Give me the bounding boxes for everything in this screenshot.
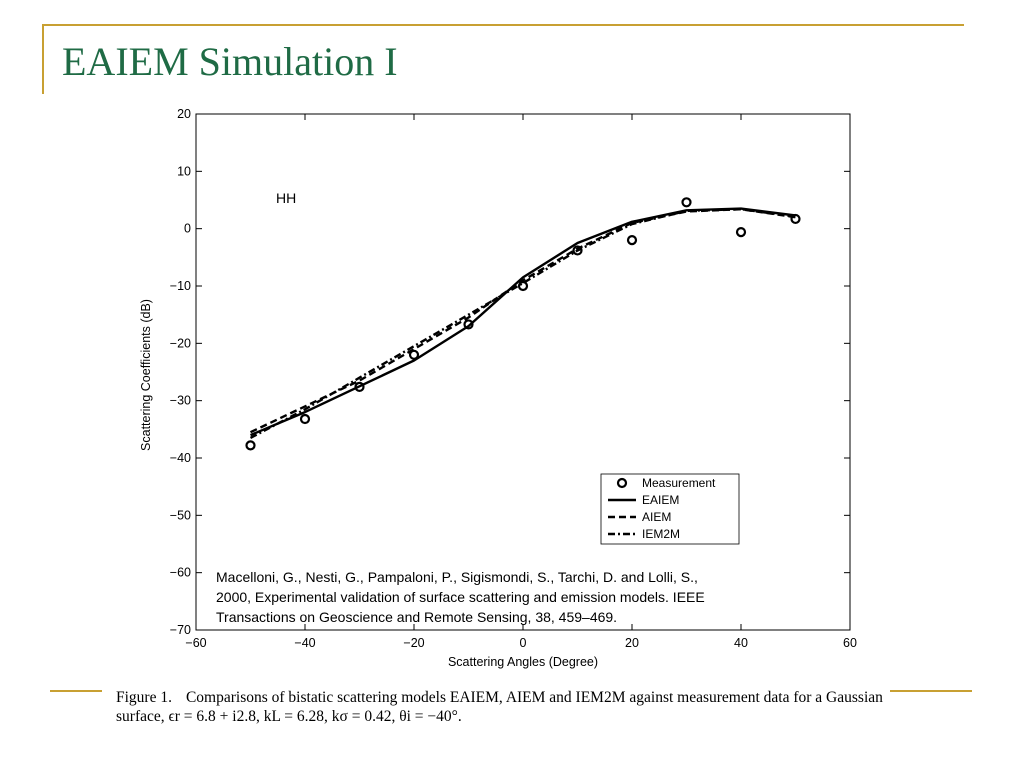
- slide-title: EAIEM Simulation I: [62, 39, 398, 84]
- frame-top-rule: [44, 24, 964, 26]
- x-tick-label: −40: [294, 636, 315, 650]
- data-point-measurement: [735, 227, 747, 238]
- data-point-measurement: [517, 280, 529, 292]
- y-tick-label: −10: [170, 279, 191, 293]
- y-tick-label: −70: [170, 623, 191, 637]
- data-point-measurement: [299, 413, 311, 425]
- data-point-measurement: [626, 235, 638, 246]
- hh-annotation: HH: [276, 190, 296, 206]
- x-axis-label: Scattering Angles (Degree): [448, 655, 598, 669]
- citation-line-1: Macelloni, G., Nesti, G., Pampaloni, P.,…: [216, 569, 698, 585]
- plot-area: [195, 113, 851, 631]
- x-tick-label: 0: [520, 636, 527, 650]
- figure-label: Figure 1.: [116, 689, 172, 706]
- data-point-measurement: [572, 245, 583, 256]
- legend-marker-measurement: [616, 477, 628, 489]
- y-axis-label: Scattering Coefficients (dB): [139, 299, 153, 451]
- y-tick-label: −60: [170, 566, 191, 580]
- y-tick-label: −20: [170, 336, 191, 350]
- data-point-measurement: [463, 319, 474, 330]
- figure-caption-text: Comparisons of bistatic scattering model…: [116, 689, 883, 725]
- data-point-measurement: [245, 440, 256, 451]
- x-tick-label: −60: [185, 636, 206, 650]
- legend-label-measurement: Measurement: [642, 476, 716, 490]
- frame-left-rule: [42, 24, 44, 94]
- y-tick-label: −40: [170, 451, 191, 465]
- caption-rule-left: [50, 690, 102, 692]
- legend: Measurement EAIEM AIEM IEM2M: [600, 473, 740, 545]
- series-layer: [245, 197, 801, 451]
- data-point-measurement: [681, 197, 692, 208]
- x-tick-label: −20: [403, 636, 424, 650]
- x-tick-label: 60: [843, 636, 857, 650]
- data-point-measurement: [408, 349, 420, 360]
- figure-caption: Figure 1. Comparisons of bistatic scatter…: [116, 688, 888, 726]
- citation-line-2: 2000, Experimental validation of surface…: [216, 589, 705, 605]
- caption-rule-right: [890, 690, 972, 692]
- citation: Macelloni, G., Nesti, G., Pampaloni, P.,…: [216, 569, 705, 625]
- y-tick-label: −50: [170, 508, 191, 522]
- legend-label-aiem: AIEM: [642, 510, 671, 524]
- y-tick-label: 10: [177, 164, 191, 178]
- legend-label-eaiem: EAIEM: [642, 493, 679, 507]
- axis-ticks: −60 −40 −20 0 20 40 6020100−10−20−30−40−50−60−…: [170, 107, 857, 650]
- legend-label-iem2m: IEM2M: [642, 527, 680, 541]
- x-tick-label: 40: [734, 636, 748, 650]
- citation-line-3: Transactions on Geoscience and Remote Se…: [216, 609, 617, 625]
- series-line-iem2m: [249, 207, 796, 439]
- y-tick-label: −30: [170, 394, 191, 408]
- y-tick-label: 0: [184, 222, 191, 236]
- x-tick-label: 20: [625, 636, 639, 650]
- y-tick-label: 20: [177, 107, 191, 121]
